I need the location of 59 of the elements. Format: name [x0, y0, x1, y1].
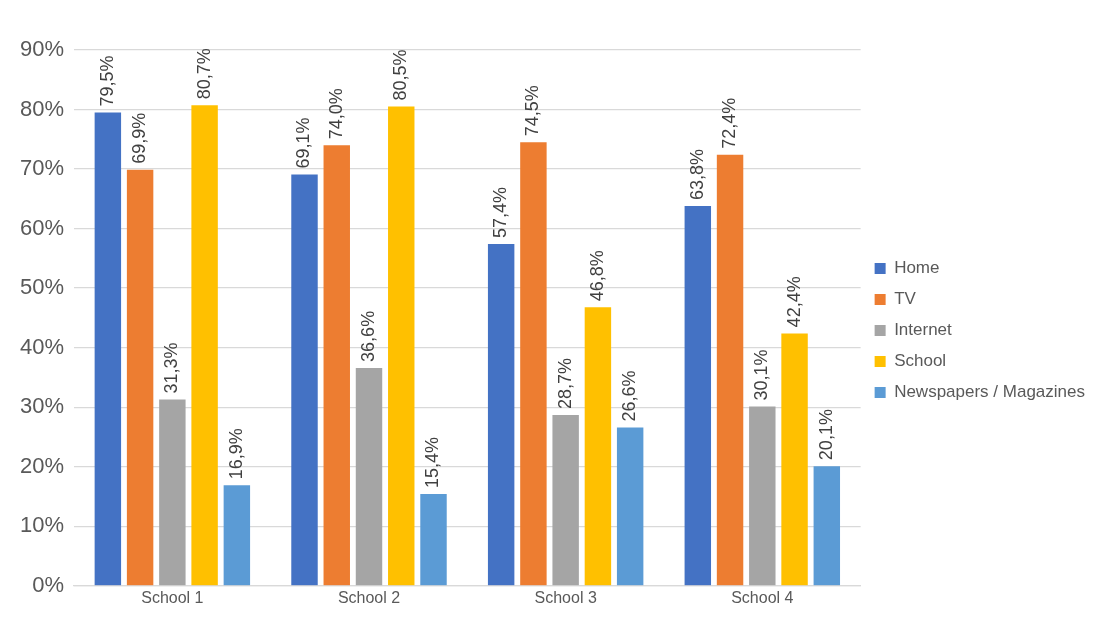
- y-tick-label: 90%: [19, 36, 65, 62]
- data-label: 74,0%: [325, 88, 346, 140]
- data-label: 63,8%: [686, 148, 707, 200]
- y-tick-label: 70%: [19, 155, 65, 181]
- data-label: 72,4%: [719, 97, 740, 149]
- bar: [355, 367, 383, 586]
- y-tick-label: 60%: [19, 214, 65, 240]
- bar: [388, 106, 415, 586]
- data-label: 80,7%: [193, 48, 214, 100]
- legend-label: TV: [894, 289, 917, 309]
- bar: [487, 244, 515, 586]
- y-tick-label: 20%: [19, 452, 65, 478]
- data-label: 16,9%: [225, 428, 246, 480]
- data-label: 79,5%: [96, 55, 117, 107]
- bar: [191, 105, 218, 586]
- y-tick-label: 30%: [19, 393, 65, 419]
- data-label: 28,7%: [554, 357, 575, 409]
- bar: [616, 427, 644, 586]
- data-label: 80,5%: [390, 49, 411, 101]
- data-label: 69,1%: [293, 117, 314, 169]
- data-label: 26,6%: [619, 370, 640, 422]
- data-label: 69,9%: [129, 112, 150, 164]
- bar: [749, 406, 776, 586]
- bar: [94, 112, 122, 586]
- y-tick-label: 50%: [19, 274, 65, 300]
- bar: [223, 485, 251, 586]
- bar: [291, 174, 318, 586]
- bar: [684, 205, 712, 586]
- data-label: 30,1%: [751, 349, 772, 401]
- x-tick-label: School 4: [731, 588, 794, 606]
- y-tick-label: 80%: [19, 95, 65, 121]
- data-label: 36,6%: [357, 310, 378, 362]
- y-tick-label: 10%: [19, 512, 65, 538]
- data-label: 74,5%: [522, 85, 543, 137]
- legend-label: School: [894, 351, 947, 371]
- legend-label: Internet: [894, 320, 953, 340]
- legend-label: Home: [894, 258, 940, 278]
- y-tick-label: 0%: [32, 571, 65, 597]
- bar: [584, 307, 612, 586]
- x-tick-label: School 1: [141, 588, 204, 606]
- bar: [520, 142, 547, 586]
- x-tick-label: School 2: [337, 588, 401, 606]
- bar: [323, 145, 350, 586]
- data-label: 46,8%: [586, 250, 607, 302]
- bar: [813, 466, 841, 586]
- bar: [781, 333, 808, 586]
- bar: [716, 154, 744, 586]
- data-label: 42,4%: [783, 276, 804, 328]
- bar: [126, 169, 154, 586]
- x-tick-label: School 3: [534, 588, 597, 606]
- data-label: 15,4%: [422, 437, 443, 489]
- y-tick-label: 40%: [19, 333, 65, 359]
- data-label: 20,1%: [815, 409, 836, 461]
- bar: [420, 494, 447, 586]
- data-label: 31,3%: [161, 342, 182, 394]
- bar: [159, 399, 186, 586]
- data-label: 57,4%: [490, 187, 511, 239]
- legend-label: Newspapers / Magazines: [894, 382, 1086, 402]
- bar: [552, 414, 579, 586]
